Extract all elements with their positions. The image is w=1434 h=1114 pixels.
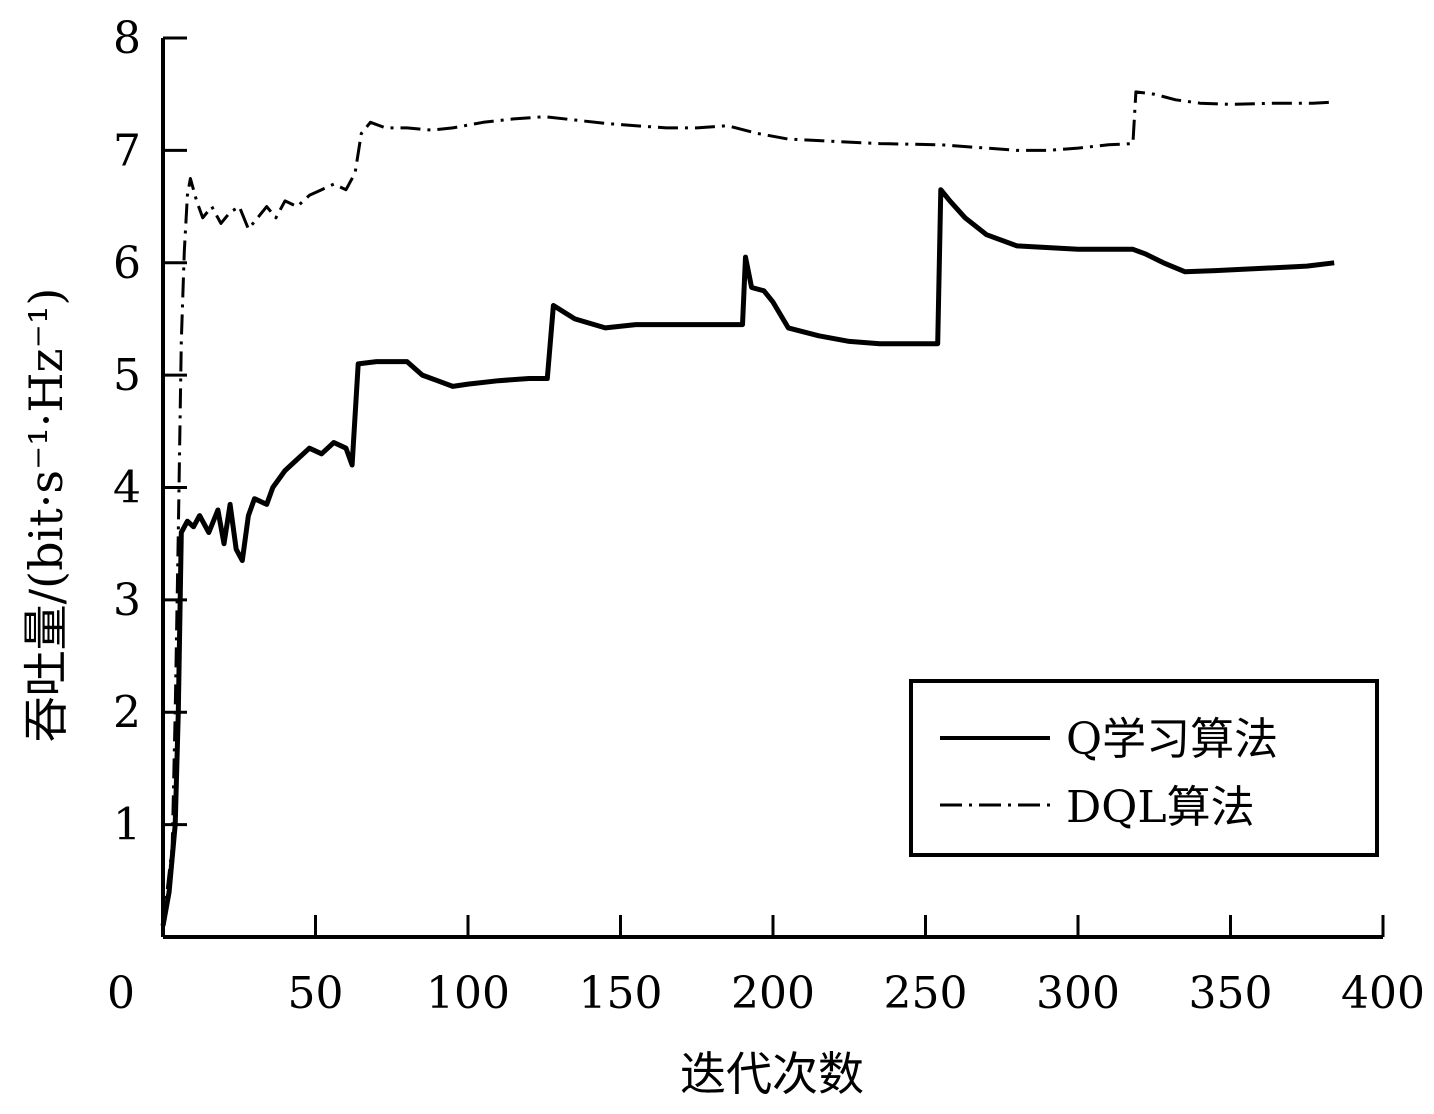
legend-label-q-learning: Q学习算法: [1066, 714, 1278, 765]
series-line-q-learning: [160, 187, 1335, 927]
series-lines: [160, 90, 1335, 927]
x-tick-label: 0: [107, 968, 135, 1019]
y-tick-label: 3: [113, 575, 141, 626]
x-tick-label: 300: [1036, 968, 1120, 1019]
y-tick-label: 8: [113, 13, 141, 64]
y-tick-label: 2: [113, 687, 141, 738]
x-tick-label: 350: [1189, 968, 1273, 1019]
x-tick-label: 400: [1341, 968, 1425, 1019]
x-tick-label: 100: [426, 968, 510, 1019]
y-axis-label: 吞吐量/(bit·s⁻¹·Hz⁻¹): [19, 288, 73, 743]
x-axis-label: 迭代次数: [680, 1047, 864, 1101]
legend: Q学习算法 DQL算法: [909, 679, 1379, 857]
y-tick-label: 7: [113, 125, 141, 176]
x-tick-label: 50: [288, 968, 344, 1019]
x-tick-label: 200: [731, 968, 815, 1019]
x-axis-ticks: 0 50 100 150 200 250 300 350 400: [107, 915, 1425, 1019]
y-tick-label: 6: [113, 238, 141, 289]
y-tick-label: 1: [113, 800, 141, 851]
y-axis-ticks: 1 2 3 4 5 6 7 8: [113, 13, 187, 851]
legend-box: [909, 679, 1379, 857]
y-tick-label: 5: [113, 350, 141, 401]
y-tick-label: 4: [113, 463, 141, 514]
legend-label-dql: DQL算法: [1066, 782, 1255, 833]
x-tick-label: 150: [579, 968, 663, 1019]
x-tick-label: 250: [884, 968, 968, 1019]
